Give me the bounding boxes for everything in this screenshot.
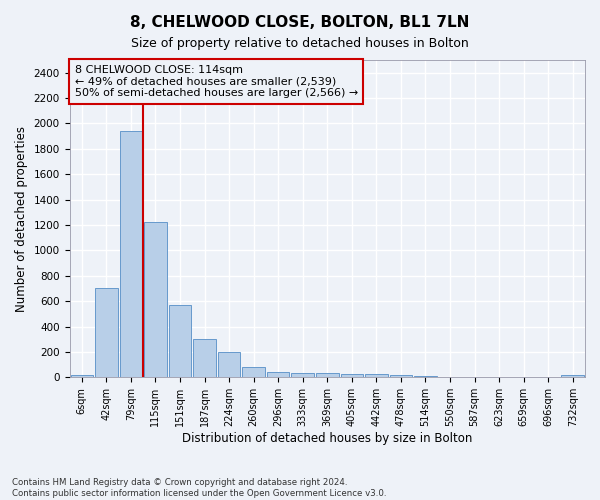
Bar <box>341 374 363 378</box>
Bar <box>365 374 388 378</box>
X-axis label: Distribution of detached houses by size in Bolton: Distribution of detached houses by size … <box>182 432 472 445</box>
Text: 8 CHELWOOD CLOSE: 114sqm
← 49% of detached houses are smaller (2,539)
50% of sem: 8 CHELWOOD CLOSE: 114sqm ← 49% of detach… <box>74 65 358 98</box>
Bar <box>169 305 191 378</box>
Bar <box>463 377 486 378</box>
Bar <box>389 375 412 378</box>
Bar <box>292 372 314 378</box>
Bar <box>119 131 142 378</box>
Bar <box>193 338 216 378</box>
Bar <box>316 373 338 378</box>
Text: Contains HM Land Registry data © Crown copyright and database right 2024.
Contai: Contains HM Land Registry data © Crown c… <box>12 478 386 498</box>
Bar <box>267 372 289 378</box>
Text: Size of property relative to detached houses in Bolton: Size of property relative to detached ho… <box>131 38 469 51</box>
Bar <box>562 376 584 378</box>
Bar <box>144 222 167 378</box>
Y-axis label: Number of detached properties: Number of detached properties <box>15 126 28 312</box>
Bar <box>242 366 265 378</box>
Bar <box>95 288 118 378</box>
Bar <box>439 376 461 378</box>
Bar <box>71 376 93 378</box>
Bar <box>414 376 437 378</box>
Bar <box>218 352 241 378</box>
Text: 8, CHELWOOD CLOSE, BOLTON, BL1 7LN: 8, CHELWOOD CLOSE, BOLTON, BL1 7LN <box>130 15 470 30</box>
